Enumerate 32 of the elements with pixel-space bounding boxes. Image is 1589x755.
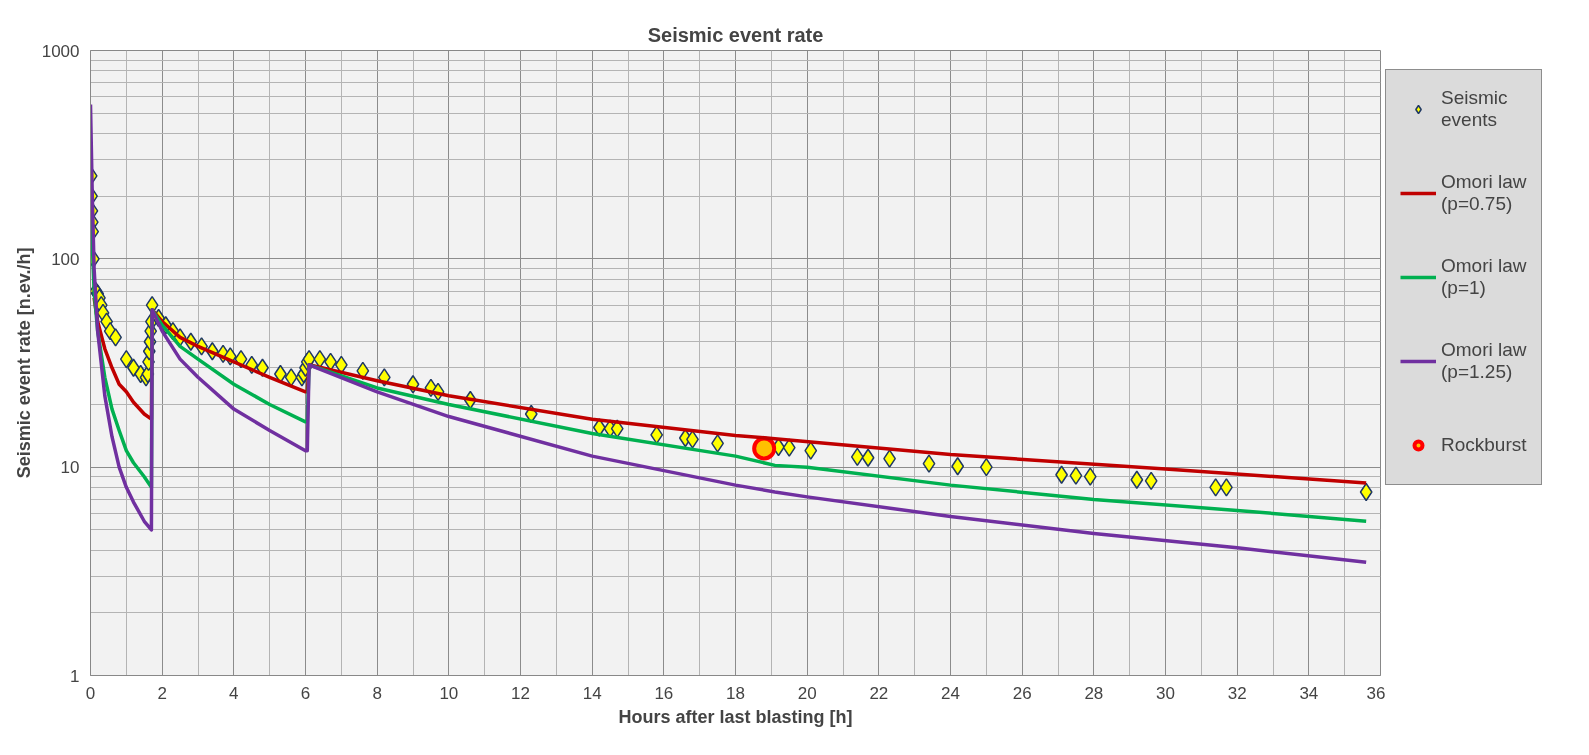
x-tick-label: 20 xyxy=(797,683,817,703)
x-tick-label: 22 xyxy=(869,683,889,703)
x-tick-label: 14 xyxy=(582,683,602,703)
legend-label: Seismic events xyxy=(1441,86,1508,132)
legend-label: Rockburst xyxy=(1441,433,1527,457)
x-tick-label: 30 xyxy=(1156,683,1175,703)
legend-label: Omori law (p=1.25) xyxy=(1441,338,1527,384)
x-tick-label: 8 xyxy=(372,683,382,703)
y-axis-title: Seismic event rate [n.ev./h] xyxy=(13,247,34,479)
x-tick-label: 18 xyxy=(726,683,745,703)
x-tick-label: 2 xyxy=(157,683,167,703)
x-axis-title: Hours after last blasting [h] xyxy=(618,706,853,727)
chart-title: Seismic event rate xyxy=(647,23,824,46)
x-tick-label: 28 xyxy=(1084,683,1104,703)
y-tick-label: 100 xyxy=(51,249,80,269)
line-series xyxy=(90,102,1368,564)
x-tick-label: 6 xyxy=(300,683,311,703)
x-tick-label: 26 xyxy=(1012,683,1032,703)
y-tick-label: 1 xyxy=(70,666,80,686)
x-tick-label: 0 xyxy=(85,683,96,703)
x-tick-label: 10 xyxy=(439,683,459,703)
x-tick-label: 4 xyxy=(229,683,239,703)
y-tick-label: 1000 xyxy=(41,41,80,61)
x-tick-label: 12 xyxy=(511,683,530,703)
x-tick-label: 16 xyxy=(654,683,674,703)
x-tick-label: 32 xyxy=(1227,683,1247,703)
legend-label: Omori law (p=0.75) xyxy=(1441,170,1527,216)
legend-label: Omori law (p=1) xyxy=(1441,254,1527,300)
y-tick-label: 10 xyxy=(60,458,80,478)
x-tick-label: 36 xyxy=(1366,683,1386,703)
x-tick-label: 24 xyxy=(941,683,960,703)
x-tick-label: 34 xyxy=(1299,683,1319,703)
